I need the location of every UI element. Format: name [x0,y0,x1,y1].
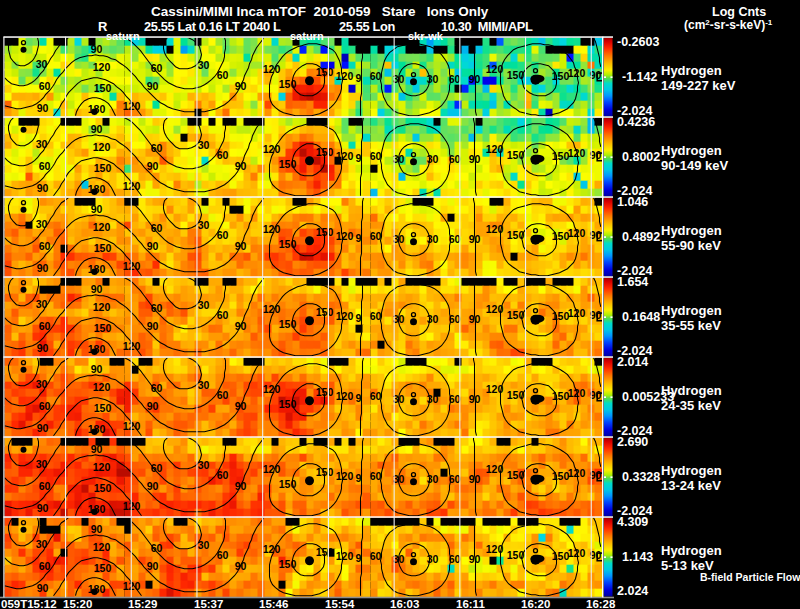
svg-text:13-24 keV: 13-24 keV [661,478,721,493]
svg-text:0.1648: 0.1648 [622,310,660,324]
svg-text:1.143: 1.143 [622,550,653,564]
svg-text:2.014: 2.014 [617,355,648,369]
svg-text:15:37: 15:37 [194,598,223,609]
svg-text:0.4892: 0.4892 [622,230,660,244]
svg-text:Log Cnts: Log Cnts [712,5,766,19]
svg-text:0.8002: 0.8002 [622,150,660,164]
svg-text:35-55 keV: 35-55 keV [661,318,721,333]
svg-text:(cm2-sr-s-keV)-1: (cm2-sr-s-keV)-1 [684,18,773,32]
svg-text:90-149 keV: 90-149 keV [661,158,729,173]
svg-text:Hydrogen: Hydrogen [661,143,722,158]
svg-text:1.046: 1.046 [617,195,648,209]
svg-text:15:20: 15:20 [63,598,92,609]
svg-text:059T15:12: 059T15:12 [1,598,57,609]
svg-text:Hydrogen: Hydrogen [661,543,722,558]
svg-text:4.309: 4.309 [617,515,648,529]
svg-text:skr-wk: skr-wk [408,30,444,42]
svg-text:16:28: 16:28 [586,598,616,609]
svg-text:Hydrogen: Hydrogen [661,303,722,318]
svg-text:149-227 keV: 149-227 keV [661,78,736,93]
svg-text:15:29: 15:29 [128,598,157,609]
svg-text:saturn: saturn [106,30,140,42]
svg-text:15:54: 15:54 [325,598,355,609]
svg-text:0.3328: 0.3328 [622,470,660,484]
svg-text:-0.2603: -0.2603 [617,35,659,49]
svg-text:saturn: saturn [290,30,324,42]
svg-text:16:11: 16:11 [456,598,485,609]
svg-text:25.55 Lon: 25.55 Lon [339,19,395,34]
svg-text:-1.142: -1.142 [622,70,657,84]
svg-text:16:03: 16:03 [390,598,419,609]
svg-text:Cassini/MIMI Inca mTOF 2010-0: Cassini/MIMI Inca mTOF 2010-059 Stare Io… [151,4,489,19]
svg-text:2.024: 2.024 [617,584,648,598]
svg-text:55-90 keV: 55-90 keV [661,238,721,253]
svg-text:Hydrogen: Hydrogen [661,223,722,238]
svg-text:24-35 keV: 24-35 keV [661,398,721,413]
svg-text:16:20: 16:20 [521,598,550,609]
svg-text:15:46: 15:46 [259,598,288,609]
svg-text:Hydrogen: Hydrogen [661,383,722,398]
svg-text:25.55 Lat 0.16 LT 2040 L: 25.55 Lat 0.16 LT 2040 L [144,19,281,34]
svg-text:1.654: 1.654 [617,275,648,289]
svg-text:Hydrogen: Hydrogen [661,463,722,478]
svg-text:10.30 MIMI/APL: 10.30 MIMI/APL [441,19,533,34]
svg-text:Hydrogen: Hydrogen [661,63,722,78]
svg-text:0.4236: 0.4236 [617,115,655,129]
svg-text:2.690: 2.690 [617,435,648,449]
svg-text:B-field Particle Flow: B-field Particle Flow [700,571,800,583]
